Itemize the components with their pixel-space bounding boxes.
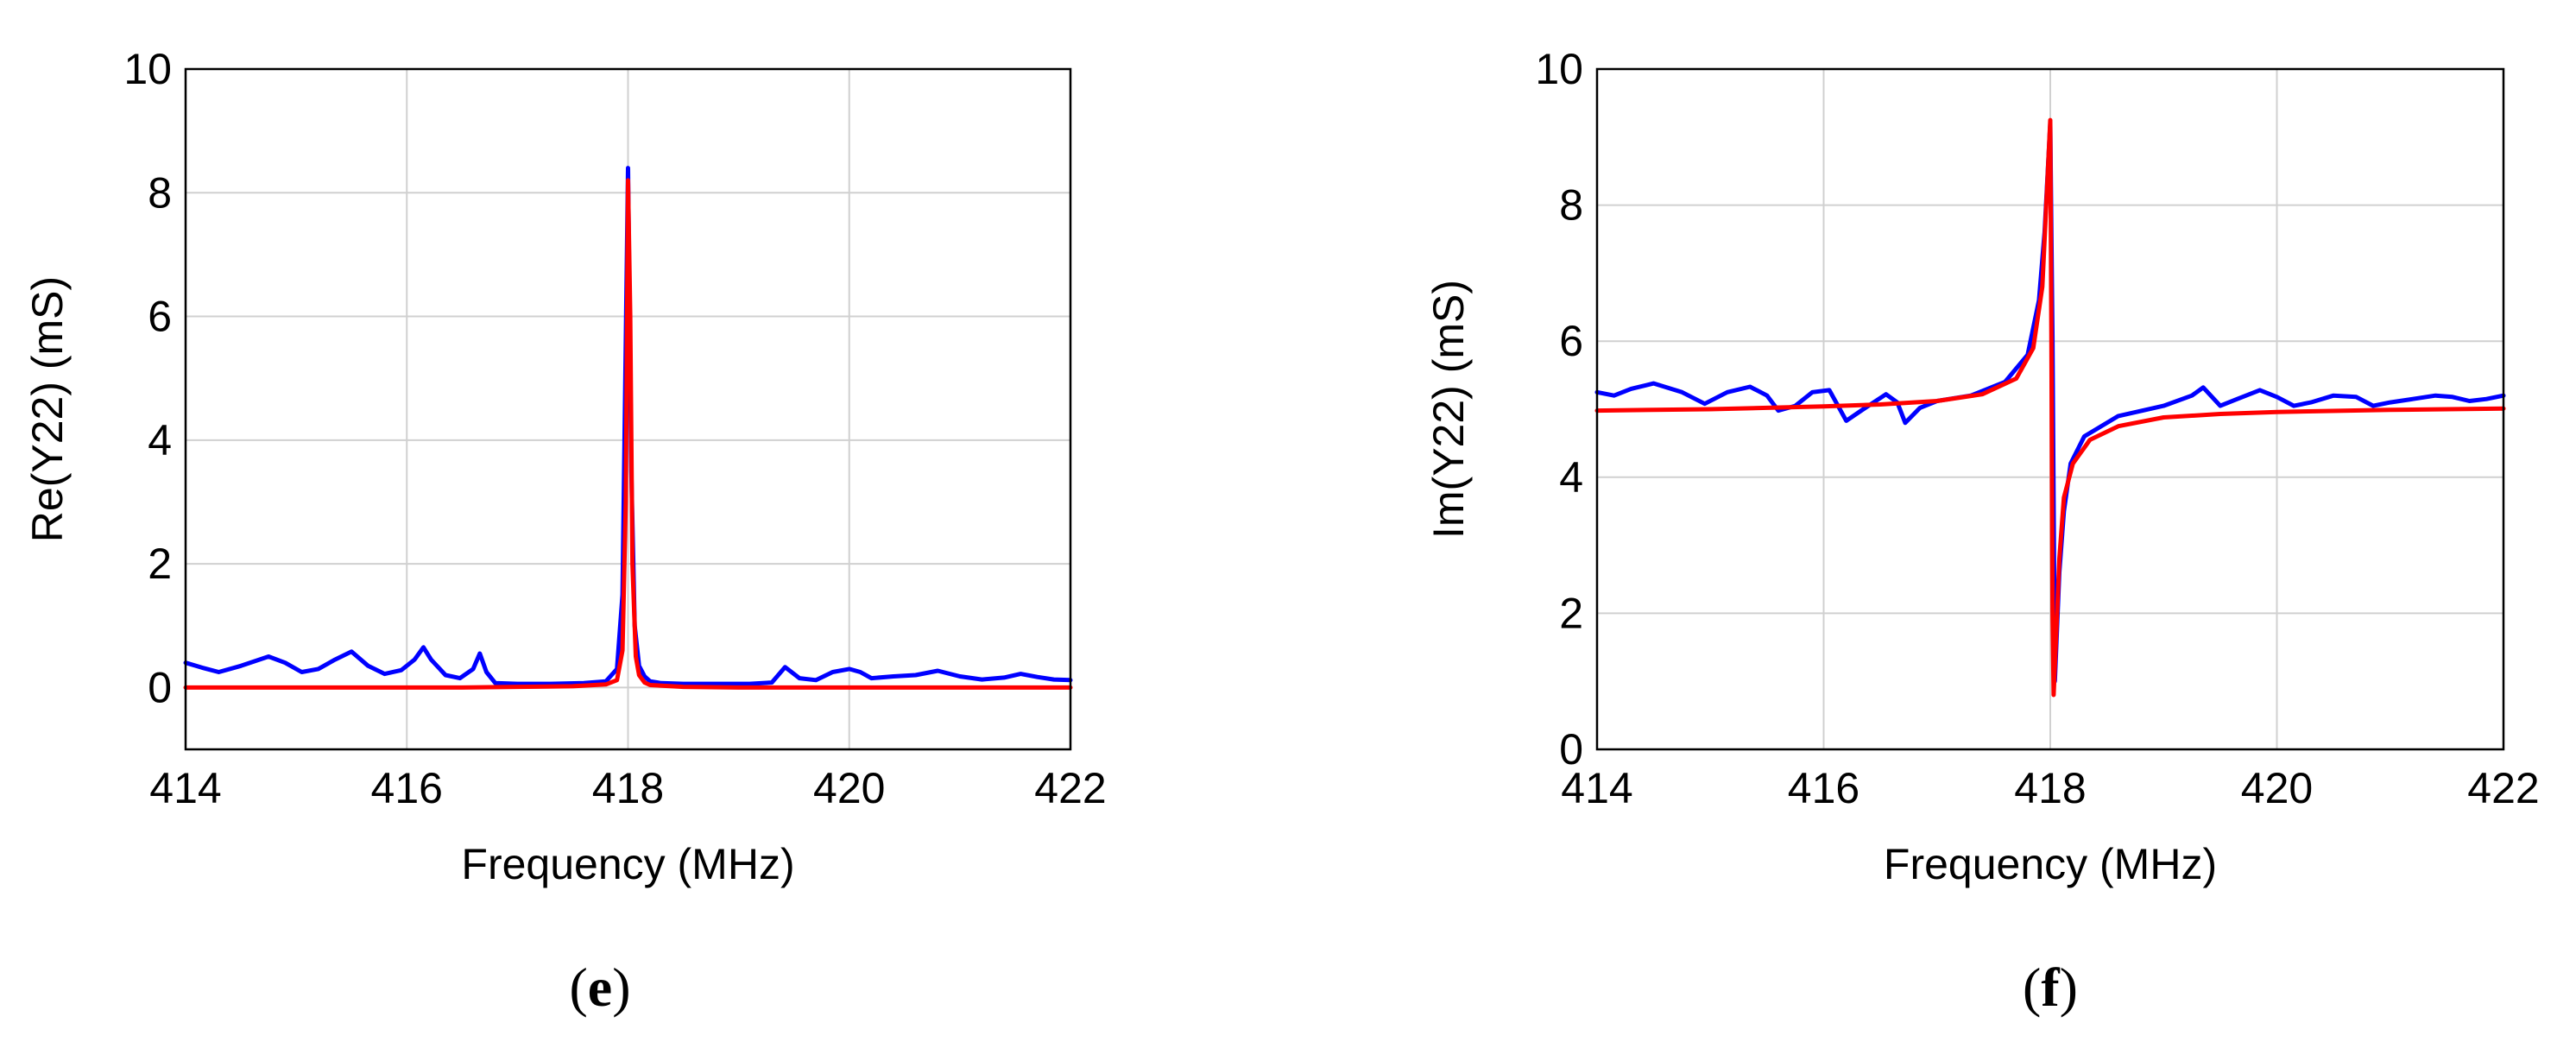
plot-frame	[184, 67, 1072, 751]
y-tick-label: 0	[148, 663, 172, 711]
chart-0: 414 416 418 420 422 0 2 4 6 8 10 Frequency (MHz) Re(…	[23, 45, 1107, 1018]
series-line-1	[1594, 117, 2506, 698]
y-axis-label: Im(Y22) (mS)	[1424, 280, 1473, 539]
y-tick-label: 4	[148, 416, 172, 464]
x-tick-label: 422	[1034, 764, 1106, 812]
y-tick-label: 6	[148, 293, 172, 341]
x-tick-label: 418	[2014, 764, 2086, 812]
panel-label: (f)	[2023, 957, 2078, 1018]
x-tick-label: 422	[2467, 764, 2539, 812]
y-tick-label: 8	[148, 168, 172, 217]
x-axis-label: Frequency (MHz)	[1884, 840, 2217, 888]
plot-frame	[1595, 67, 2505, 751]
series-line-1	[183, 178, 1073, 690]
y-tick-label: 2	[148, 540, 172, 588]
x-tick-label: 420	[2241, 764, 2313, 812]
chart-1: 414 416 418 420 422 0 2 4 6 8 10 Frequency (MHz) Im(…	[1424, 45, 2540, 1018]
y-tick-label: 4	[1559, 453, 1583, 502]
y-tick-label: 2	[1559, 589, 1583, 637]
y-tick-label: 0	[1559, 725, 1583, 774]
x-tick-label: 418	[592, 764, 664, 812]
x-axis-label: Frequency (MHz)	[461, 840, 794, 888]
x-tick-label: 416	[1788, 764, 1859, 812]
y-tick-label: 10	[123, 45, 172, 93]
x-tick-label: 416	[371, 764, 443, 812]
y-tick-label: 10	[1535, 45, 1583, 93]
x-tick-label: 420	[813, 764, 885, 812]
y-tick-label: 6	[1559, 317, 1583, 365]
y-axis-label: Re(Y22) (mS)	[23, 276, 72, 542]
x-tick-label: 414	[1561, 764, 1632, 812]
x-tick-label: 414	[149, 764, 221, 812]
y-tick-label: 8	[1559, 181, 1583, 230]
panel-label: (e)	[569, 957, 630, 1018]
